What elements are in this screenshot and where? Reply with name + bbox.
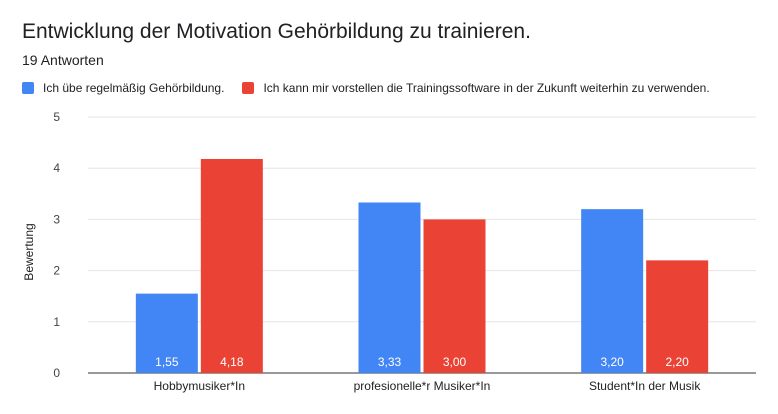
bar-series-2[interactable] — [646, 260, 709, 373]
x-tick-label: Hobbymusiker*In — [154, 379, 245, 393]
bar-series-1[interactable] — [581, 209, 644, 373]
y-axis-title: Bewertung — [22, 223, 36, 280]
response-count: 19 Antworten — [22, 52, 104, 68]
data-label: 3,33 — [378, 355, 402, 369]
legend-swatch-series-2 — [242, 82, 255, 94]
legend-label-series-2: Ich kann mir vorstellen die Trainingssof… — [263, 81, 710, 95]
x-tick-label: profesionelle*r Musiker*In — [354, 379, 491, 393]
y-tick-label: 1 — [53, 315, 60, 329]
y-tick-label: 5 — [53, 110, 60, 124]
data-label: 2,20 — [665, 355, 689, 369]
data-label: 3,00 — [443, 355, 467, 369]
y-tick-label: 0 — [53, 366, 60, 380]
x-tick-label: Student*In der Musik — [589, 379, 701, 393]
bar-series-1[interactable] — [135, 293, 198, 373]
legend-label-series-1: Ich übe regelmäßig Gehörbildung. — [43, 81, 225, 95]
chart-legend: Ich übe regelmäßig Gehörbildung. Ich kan… — [22, 81, 728, 95]
data-label: 4,18 — [220, 355, 244, 369]
y-tick-label: 3 — [53, 212, 60, 226]
data-label: 1,55 — [155, 355, 179, 369]
bar-series-2[interactable] — [423, 219, 486, 373]
bar-series-1[interactable] — [358, 202, 421, 373]
y-tick-label: 4 — [53, 161, 60, 175]
legend-item-series-1[interactable]: Ich übe regelmäßig Gehörbildung. — [22, 81, 224, 95]
data-label: 3,20 — [600, 355, 624, 369]
chart-title: Entwicklung der Motivation Gehörbildung … — [22, 20, 531, 43]
legend-swatch-series-1 — [22, 82, 34, 94]
legend-item-series-2[interactable]: Ich kann mir vorstellen die Trainingssof… — [242, 81, 710, 95]
bar-series-2[interactable] — [200, 158, 263, 373]
y-tick-label: 2 — [53, 264, 60, 278]
